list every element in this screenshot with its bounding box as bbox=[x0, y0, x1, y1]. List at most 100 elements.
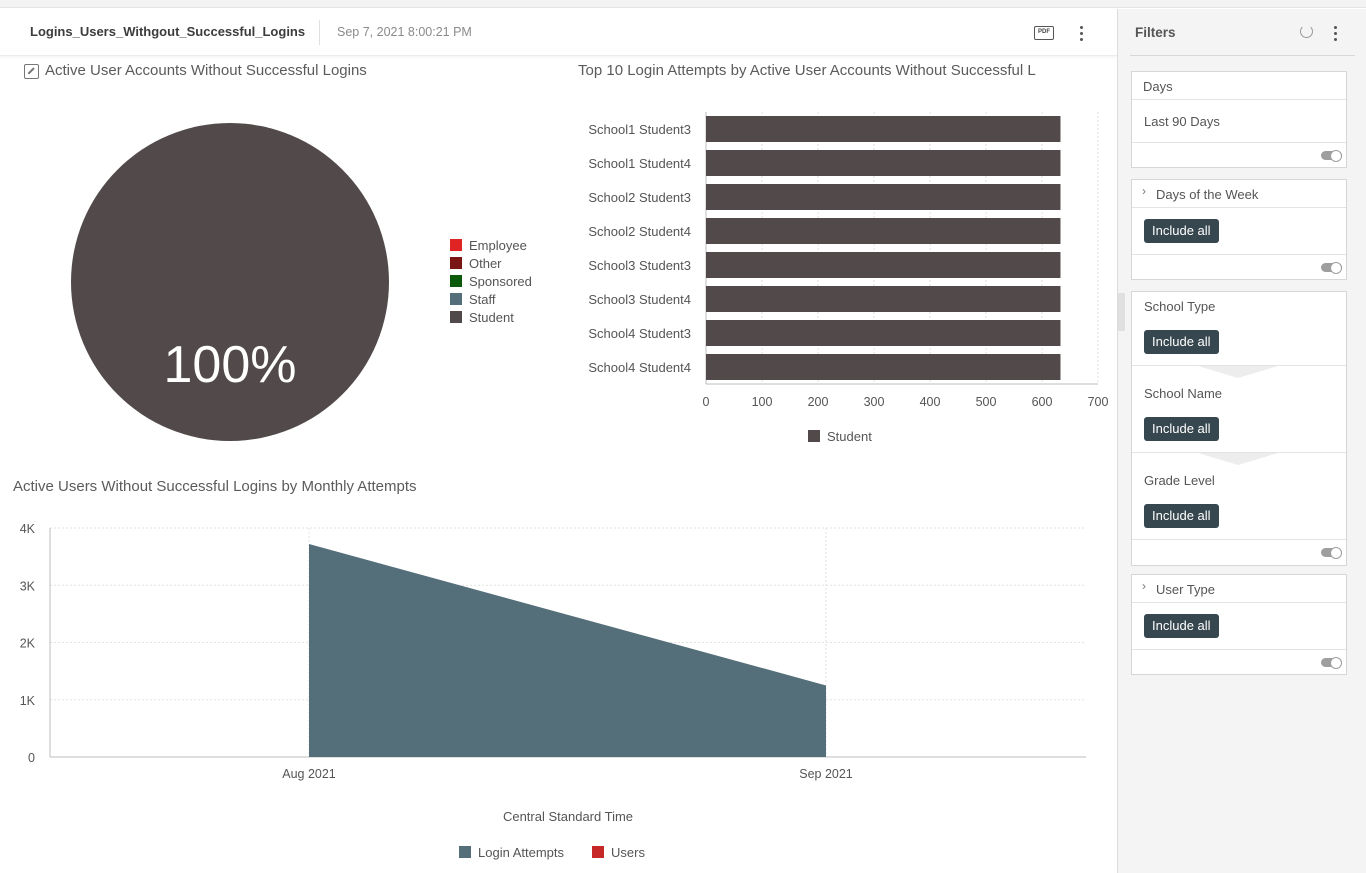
bar[interactable] bbox=[706, 116, 1061, 142]
bar-category-label: School3 Student3 bbox=[588, 258, 691, 273]
area-x-tick-label: Aug 2021 bbox=[282, 767, 336, 781]
filters-panel: Filters Days Last 90 Days Days of the We… bbox=[1117, 9, 1366, 873]
bar[interactable] bbox=[706, 320, 1061, 346]
pie-legend-item-employee[interactable]: Employee bbox=[450, 238, 527, 253]
area-legend-item-login-attempts[interactable]: Login Attempts bbox=[459, 845, 564, 860]
legend-label: Student bbox=[469, 310, 514, 325]
bar-category-label: School2 Student3 bbox=[588, 190, 691, 205]
filter-days-of-week: Days of the Week Include all bbox=[1131, 179, 1347, 280]
legend-label: Other bbox=[469, 256, 502, 271]
filter-school-group-toggle[interactable] bbox=[1321, 547, 1342, 559]
collapse-handle[interactable] bbox=[1118, 293, 1125, 331]
top-strip bbox=[0, 0, 1366, 8]
filter-user-type: User Type Include all bbox=[1131, 574, 1347, 675]
header-divider bbox=[319, 20, 320, 45]
legend-swatch bbox=[450, 239, 462, 251]
pie-slice-label: 100% bbox=[164, 336, 297, 394]
bar-x-tick-label: 600 bbox=[1032, 395, 1053, 409]
filter-days: Days Last 90 Days bbox=[1131, 71, 1347, 168]
pie-legend-item-other[interactable]: Other bbox=[450, 256, 502, 271]
bar-category-label: School1 Student4 bbox=[588, 156, 691, 171]
filter-school-name-label: School Name bbox=[1144, 386, 1223, 401]
bar-category-label: School4 Student4 bbox=[588, 360, 691, 375]
legend-swatch bbox=[808, 430, 820, 442]
legend-swatch bbox=[450, 311, 462, 323]
days-of-week-include-all-button[interactable]: Include all bbox=[1144, 219, 1219, 243]
filters-menu-icon[interactable] bbox=[1328, 23, 1344, 43]
bar-category-label: School4 Student3 bbox=[588, 326, 691, 341]
area-y-tick-label: 2K bbox=[20, 637, 36, 651]
user-type-include-all-button[interactable]: Include all bbox=[1144, 614, 1219, 638]
bar-panel-title: Top 10 Login Attempts by Active User Acc… bbox=[578, 62, 1036, 79]
legend-swatch bbox=[450, 293, 462, 305]
filter-days-of-week-toggle[interactable] bbox=[1321, 262, 1342, 274]
filter-user-type-toggle[interactable] bbox=[1321, 657, 1342, 669]
legend-label: Sponsored bbox=[469, 274, 532, 289]
bar-x-tick-label: 300 bbox=[864, 395, 885, 409]
cascade-arrow bbox=[1198, 366, 1278, 378]
area-y-tick-label: 0 bbox=[28, 751, 35, 765]
dashboard-title: Logins_Users_Withgout_Successful_Logins bbox=[30, 24, 306, 39]
legend-swatch bbox=[450, 257, 462, 269]
area-panel-title: Active Users Without Successful Logins b… bbox=[13, 478, 417, 495]
filter-divider bbox=[1132, 539, 1346, 540]
filter-days-toggle[interactable] bbox=[1321, 150, 1342, 162]
bar-category-label: School3 Student4 bbox=[588, 292, 691, 307]
school-name-include-all-button[interactable]: Include all bbox=[1144, 417, 1219, 441]
legend-swatch bbox=[450, 275, 462, 287]
pie-legend-item-sponsored[interactable]: Sponsored bbox=[450, 274, 532, 289]
bar-x-tick-label: 400 bbox=[920, 395, 941, 409]
bar-category-label: School1 Student3 bbox=[588, 122, 691, 137]
bar[interactable] bbox=[706, 354, 1061, 380]
pie-panel-title: Active User Accounts Without Successful … bbox=[45, 62, 367, 79]
pdf-export-icon[interactable]: PDF bbox=[1034, 26, 1054, 40]
pie-legend-item-student[interactable]: Student bbox=[450, 310, 514, 325]
bar[interactable] bbox=[706, 150, 1061, 176]
filters-title: Filters bbox=[1135, 25, 1176, 40]
legend-label: Employee bbox=[469, 238, 527, 253]
school-type-include-all-button[interactable]: Include all bbox=[1144, 330, 1219, 354]
bar[interactable] bbox=[706, 184, 1061, 210]
area-y-tick-label: 1K bbox=[20, 694, 36, 708]
reset-icon[interactable] bbox=[1300, 25, 1313, 38]
area-chart: 0 1K 2K 3K 4K Aug 2021 Sep 2021 Central Standar… bbox=[20, 522, 1086, 824]
filter-days-of-week-label[interactable]: Days of the Week bbox=[1132, 180, 1346, 208]
legend-label: Student bbox=[827, 429, 872, 444]
legend-swatch bbox=[459, 846, 471, 858]
pie-slice-student[interactable] bbox=[71, 123, 389, 441]
filter-days-label: Days bbox=[1132, 72, 1346, 100]
grade-level-include-all-button[interactable]: Include all bbox=[1144, 504, 1219, 528]
bar-x-tick-label: 200 bbox=[808, 395, 829, 409]
bar-x-tick-label: 500 bbox=[976, 395, 997, 409]
filter-divider bbox=[1132, 452, 1346, 453]
dashboard-header: Logins_Users_Withgout_Successful_Logins … bbox=[0, 9, 1117, 56]
bar-chart: 0 100 200 300 400 500 600 700 School1 Student3 Sc… bbox=[588, 112, 1109, 409]
filter-grade-level-label: Grade Level bbox=[1144, 473, 1215, 488]
legend-label: Users bbox=[611, 845, 645, 860]
pie-chart: 100% bbox=[71, 123, 389, 441]
filter-user-type-label[interactable]: User Type bbox=[1132, 575, 1346, 603]
bar-x-tick-label: 700 bbox=[1088, 395, 1109, 409]
bar-x-tick-label: 100 bbox=[752, 395, 773, 409]
area-y-tick-label: 3K bbox=[20, 579, 36, 593]
bar[interactable] bbox=[706, 218, 1061, 244]
bar[interactable] bbox=[706, 286, 1061, 312]
legend-label: Staff bbox=[469, 292, 496, 307]
area-legend-item-users[interactable]: Users bbox=[592, 845, 645, 860]
legend-label: Login Attempts bbox=[478, 845, 564, 860]
legend-swatch bbox=[592, 846, 604, 858]
area-y-tick-label: 4K bbox=[20, 522, 36, 536]
filter-school-group: School Type Include all School Name Incl… bbox=[1131, 291, 1347, 566]
filters-divider bbox=[1130, 55, 1355, 56]
pie-legend-item-staff[interactable]: Staff bbox=[450, 292, 496, 307]
bar-x-tick-label: 0 bbox=[703, 395, 710, 409]
dashboard-menu-icon[interactable] bbox=[1074, 23, 1090, 43]
area-x-tick-label: Sep 2021 bbox=[799, 767, 853, 781]
filter-divider bbox=[1132, 365, 1346, 366]
expand-panel-icon[interactable] bbox=[24, 64, 39, 79]
bar[interactable] bbox=[706, 252, 1061, 278]
area-series-login-attempts[interactable] bbox=[309, 544, 826, 757]
bar-legend-item-student[interactable]: Student bbox=[808, 429, 872, 444]
filter-days-value[interactable]: Last 90 Days bbox=[1144, 114, 1220, 129]
filter-school-type-label: School Type bbox=[1144, 299, 1216, 314]
